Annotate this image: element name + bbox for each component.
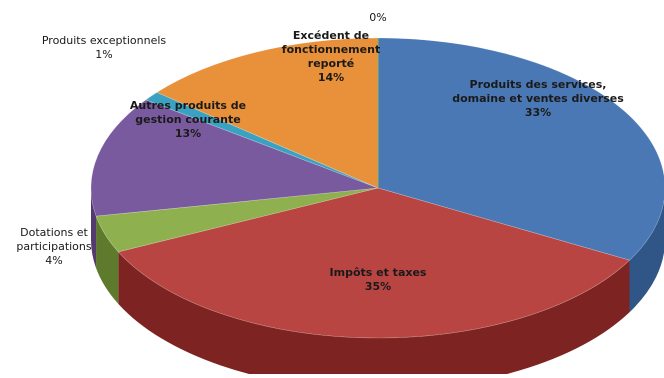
pie-label-text: Impôts et taxes [330,266,427,279]
pie-label-text: Autres produits de [130,99,246,112]
pie-label-percent: 35% [365,280,391,293]
pie-label-text: participations [16,240,92,253]
pie-label-percent: 13% [175,127,201,140]
pie-label-text: Dotations et [20,226,88,239]
pie-label-text: domaine et ventes diverses [452,92,624,105]
pie-label-text: Excédent de [293,29,369,42]
pie-label-percent: 4% [45,254,62,267]
pie-label-slice-0: 0% [369,11,386,24]
pie-label-percent: 1% [95,48,112,61]
pie-label-percent: 0% [369,11,386,24]
pie-label-percent: 33% [525,106,551,119]
pie-label-text: Produits des services, [470,78,607,91]
pie-label-percent: 14% [318,71,344,84]
pie-label-text: Produits exceptionnels [42,34,167,47]
pie-label-text: gestion courante [135,113,240,126]
pie-label-text: fonctionnement [282,43,380,56]
pie-label-text: reporté [308,57,354,70]
